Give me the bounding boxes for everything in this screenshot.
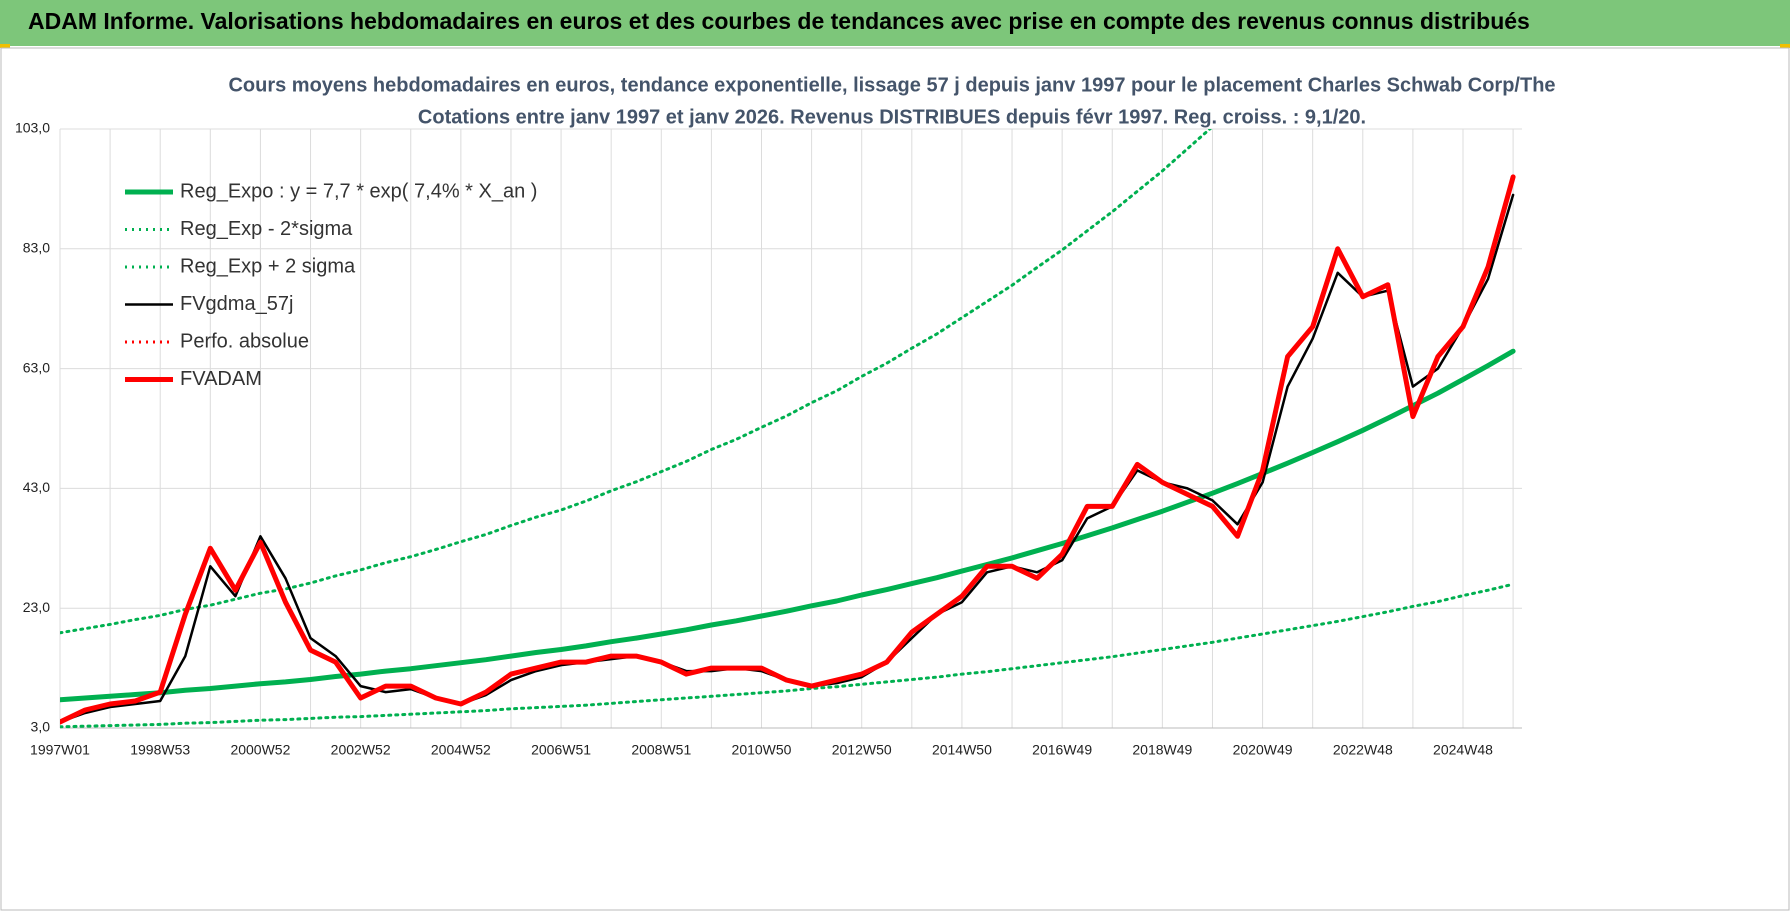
frame bbox=[0, 47, 1790, 911]
x-tick-label: 2020W49 bbox=[1233, 742, 1293, 758]
series-line bbox=[60, 582, 1515, 729]
legend-label: FVADAM bbox=[180, 368, 262, 390]
x-tick-label: 2000W52 bbox=[230, 742, 290, 758]
x-tick-label: 2018W49 bbox=[1132, 742, 1192, 758]
corner bbox=[1780, 44, 1790, 48]
x-tick-label: 2014W50 bbox=[932, 742, 992, 758]
y-tick-label: 103,0 bbox=[15, 120, 50, 136]
x-tick-label: 2004W52 bbox=[431, 742, 491, 758]
legend-label: Reg_Exp - 2*sigma bbox=[180, 218, 353, 240]
series-line bbox=[60, 129, 1213, 635]
x-tick-label: 2022W48 bbox=[1333, 742, 1393, 758]
x-tick-label: 1997W01 bbox=[30, 742, 90, 758]
y-tick-label: 83,0 bbox=[23, 240, 50, 256]
legend-label: Reg_Exp + 2 sigma bbox=[180, 255, 356, 277]
legend-label: Reg_Expo : y = 7,7 * exp( 7,4% * X_an ) bbox=[180, 180, 537, 202]
y-tick-label: 43,0 bbox=[23, 479, 50, 495]
x-tick-label: 2008W51 bbox=[631, 742, 691, 758]
x-tick-label: 2012W50 bbox=[832, 742, 892, 758]
corner bbox=[0, 44, 10, 48]
legend-label: Perfo. absolue bbox=[180, 330, 309, 352]
y-tick-label: 3,0 bbox=[31, 719, 51, 735]
x-tick-label: 2006W51 bbox=[531, 742, 591, 758]
x-tick-label: 2024W48 bbox=[1433, 742, 1493, 758]
header-title: ADAM Informe. Valorisations hebdomadaire… bbox=[28, 8, 1530, 34]
header-band bbox=[0, 0, 1790, 46]
x-tick-label: 2002W52 bbox=[331, 742, 391, 758]
y-tick-label: 23,0 bbox=[23, 599, 50, 615]
series-line bbox=[60, 174, 1516, 725]
chart-title: Cours moyens hebdomadaires en euros, ten… bbox=[228, 74, 1555, 96]
series-line bbox=[60, 348, 1516, 703]
x-tick-label: 1998W53 bbox=[130, 742, 190, 758]
x-tick-label: 2010W50 bbox=[732, 742, 792, 758]
y-tick-label: 63,0 bbox=[23, 359, 50, 375]
legend-label: FVgdma_57j bbox=[180, 293, 293, 315]
chart-subtitle: Cotations entre janv 1997 et janv 2026. … bbox=[418, 106, 1366, 128]
x-tick-label: 2016W49 bbox=[1032, 742, 1092, 758]
